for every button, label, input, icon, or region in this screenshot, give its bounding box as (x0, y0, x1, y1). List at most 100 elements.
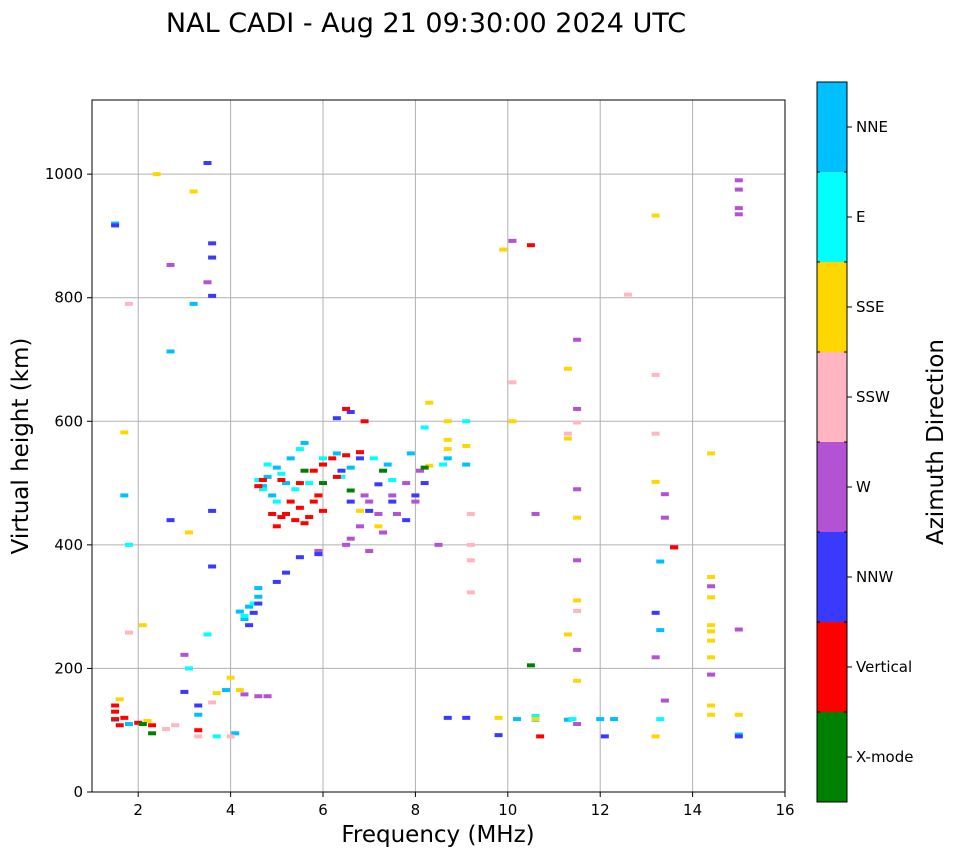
echo-point-vertical (148, 723, 157, 728)
echo-point-vertical (111, 717, 120, 722)
echo-point-nnw (208, 564, 217, 569)
echo-point-nnw (282, 570, 291, 575)
chart-title: NAL CADI - Aug 21 09:30:00 2024 UTC (166, 8, 686, 39)
echo-point-e (240, 613, 249, 618)
echo-point-e (388, 477, 397, 482)
echo-point-nnw (337, 468, 346, 473)
echo-point-e (277, 471, 286, 476)
echo-point-vertical (291, 518, 300, 523)
echo-point-w (374, 511, 383, 516)
echo-point-w (734, 187, 743, 192)
echo-point-e (369, 456, 378, 461)
echo-point-nne (254, 594, 263, 599)
echo-point-vertical (120, 715, 129, 720)
y-tick-label: 400 (54, 536, 83, 554)
echo-point-w (388, 493, 397, 498)
colorbar-tick-label: SSE (856, 298, 885, 316)
echo-point-vertical (305, 515, 314, 520)
echo-point-x-mode (319, 481, 327, 486)
echo-point-nnw (388, 499, 397, 504)
echo-point-nne (194, 712, 203, 717)
echo-point-ssw (124, 630, 133, 635)
echo-point-vertical (319, 462, 327, 467)
colorbar-tick-label: NNE (856, 118, 888, 136)
echo-point-sse (707, 451, 716, 456)
echo-point-ssw (651, 372, 660, 377)
echo-point-sse (374, 524, 383, 529)
echo-point-vertical (670, 545, 679, 550)
echo-point-w (392, 511, 401, 516)
echo-point-x-mode (379, 468, 388, 473)
colorbar-segment-vertical (817, 622, 847, 712)
echo-point-nne (383, 462, 392, 467)
echo-point-sse (443, 437, 452, 442)
echo-point-nnw (402, 518, 411, 523)
echo-point-vertical (134, 720, 143, 725)
echo-point-sse (707, 655, 716, 660)
echo-point-nnw (411, 493, 420, 498)
echo-point-vertical (332, 474, 341, 479)
x-tick-label: 6 (318, 801, 328, 819)
echo-point-w (416, 468, 425, 473)
echo-point-sse (573, 515, 582, 520)
echo-point-e (203, 632, 212, 637)
echo-point-sse (651, 213, 660, 218)
echo-point-w (734, 212, 743, 217)
echo-point-w (734, 206, 743, 211)
echo-point-nnw (420, 481, 429, 486)
echo-point-sse (651, 479, 660, 484)
echo-point-e (420, 425, 429, 430)
echo-point-w (734, 627, 743, 632)
echo-point-w (314, 549, 323, 554)
echo-point-nne (263, 474, 272, 479)
echo-point-nne (258, 484, 267, 489)
echo-point-sse (185, 530, 194, 535)
echo-point-nnw (365, 508, 374, 513)
colorbar-tick-label: SSW (856, 388, 890, 406)
echo-point-vertical (319, 508, 327, 513)
echo-point-w (573, 722, 582, 727)
echo-point-ssw (573, 420, 582, 425)
echo-point-ssw (226, 734, 235, 739)
echo-point-x-mode (420, 465, 429, 470)
echo-point-ssw (508, 380, 517, 385)
echo-point-sse (707, 712, 716, 717)
echo-point-nne (231, 731, 240, 736)
echo-point-w (411, 499, 420, 504)
echo-point-ssw (466, 542, 475, 547)
echo-point-nne (254, 586, 263, 591)
echo-point-sse (651, 734, 660, 739)
echo-point-nnw (208, 508, 217, 513)
y-tick-label: 600 (54, 412, 83, 430)
colorbar-tick-label: W (856, 478, 871, 496)
colorbar-segment-e (817, 172, 847, 262)
echo-point-sse (531, 717, 540, 722)
echo-point-sse (189, 189, 198, 194)
echo-point-w (402, 481, 411, 486)
echo-point-e (254, 477, 263, 482)
echo-point-nnw (600, 734, 609, 739)
echo-point-vertical (115, 723, 124, 728)
echo-point-vertical (282, 511, 291, 516)
y-tick-label: 200 (54, 659, 83, 677)
echo-point-nnw (295, 555, 304, 560)
echo-point-nne (513, 717, 522, 722)
echo-point-w (180, 652, 189, 657)
colorbar-tick-label: NNW (856, 568, 893, 586)
colorbar-segment-sse (817, 262, 847, 352)
echo-point-nnw (208, 241, 217, 246)
echo-point-e (439, 462, 448, 467)
echo-point-sse (115, 697, 124, 702)
echo-point-nne (563, 717, 572, 722)
echo-point-sse (508, 419, 517, 424)
echo-point-sse (573, 678, 582, 683)
echo-point-nne (120, 493, 129, 498)
echo-point-nnw (374, 482, 383, 487)
echo-point-vertical (254, 484, 263, 489)
echo-point-nne (240, 617, 249, 621)
echo-point-e (305, 481, 314, 486)
echo-point-ssw (124, 301, 133, 306)
echo-point-e (291, 487, 300, 492)
echo-point-w (573, 487, 582, 492)
